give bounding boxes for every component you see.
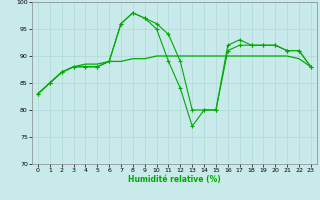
- X-axis label: Humidité relative (%): Humidité relative (%): [128, 175, 221, 184]
